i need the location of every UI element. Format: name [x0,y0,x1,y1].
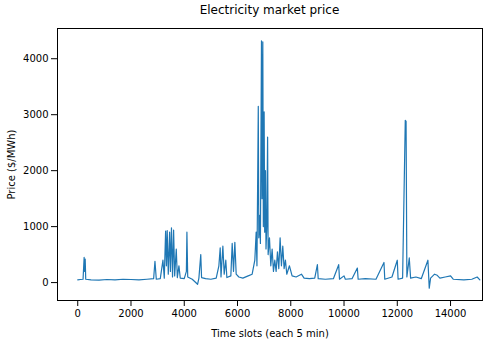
svg-text:Price ($/MWh): Price ($/MWh) [6,129,17,199]
svg-text:1000: 1000 [23,221,48,232]
svg-text:Time slots (each 5 min): Time slots (each 5 min) [210,328,329,339]
svg-text:6000: 6000 [225,308,250,319]
html-text:Electricity market price: Electricity market price [199,3,340,17]
svg-text:0: 0 [42,277,48,288]
svg-text:4000: 4000 [172,308,197,319]
svg-text:2000: 2000 [118,308,143,319]
svg-text:12000: 12000 [381,308,413,319]
svg-text:4000: 4000 [23,53,48,64]
svg-text:14000: 14000 [435,308,467,319]
svg-text:8000: 8000 [278,308,303,319]
svg-text:10000: 10000 [328,308,360,319]
svg-text:3000: 3000 [23,109,48,120]
svg-text:0: 0 [75,308,81,319]
svg-text:2000: 2000 [23,165,48,176]
